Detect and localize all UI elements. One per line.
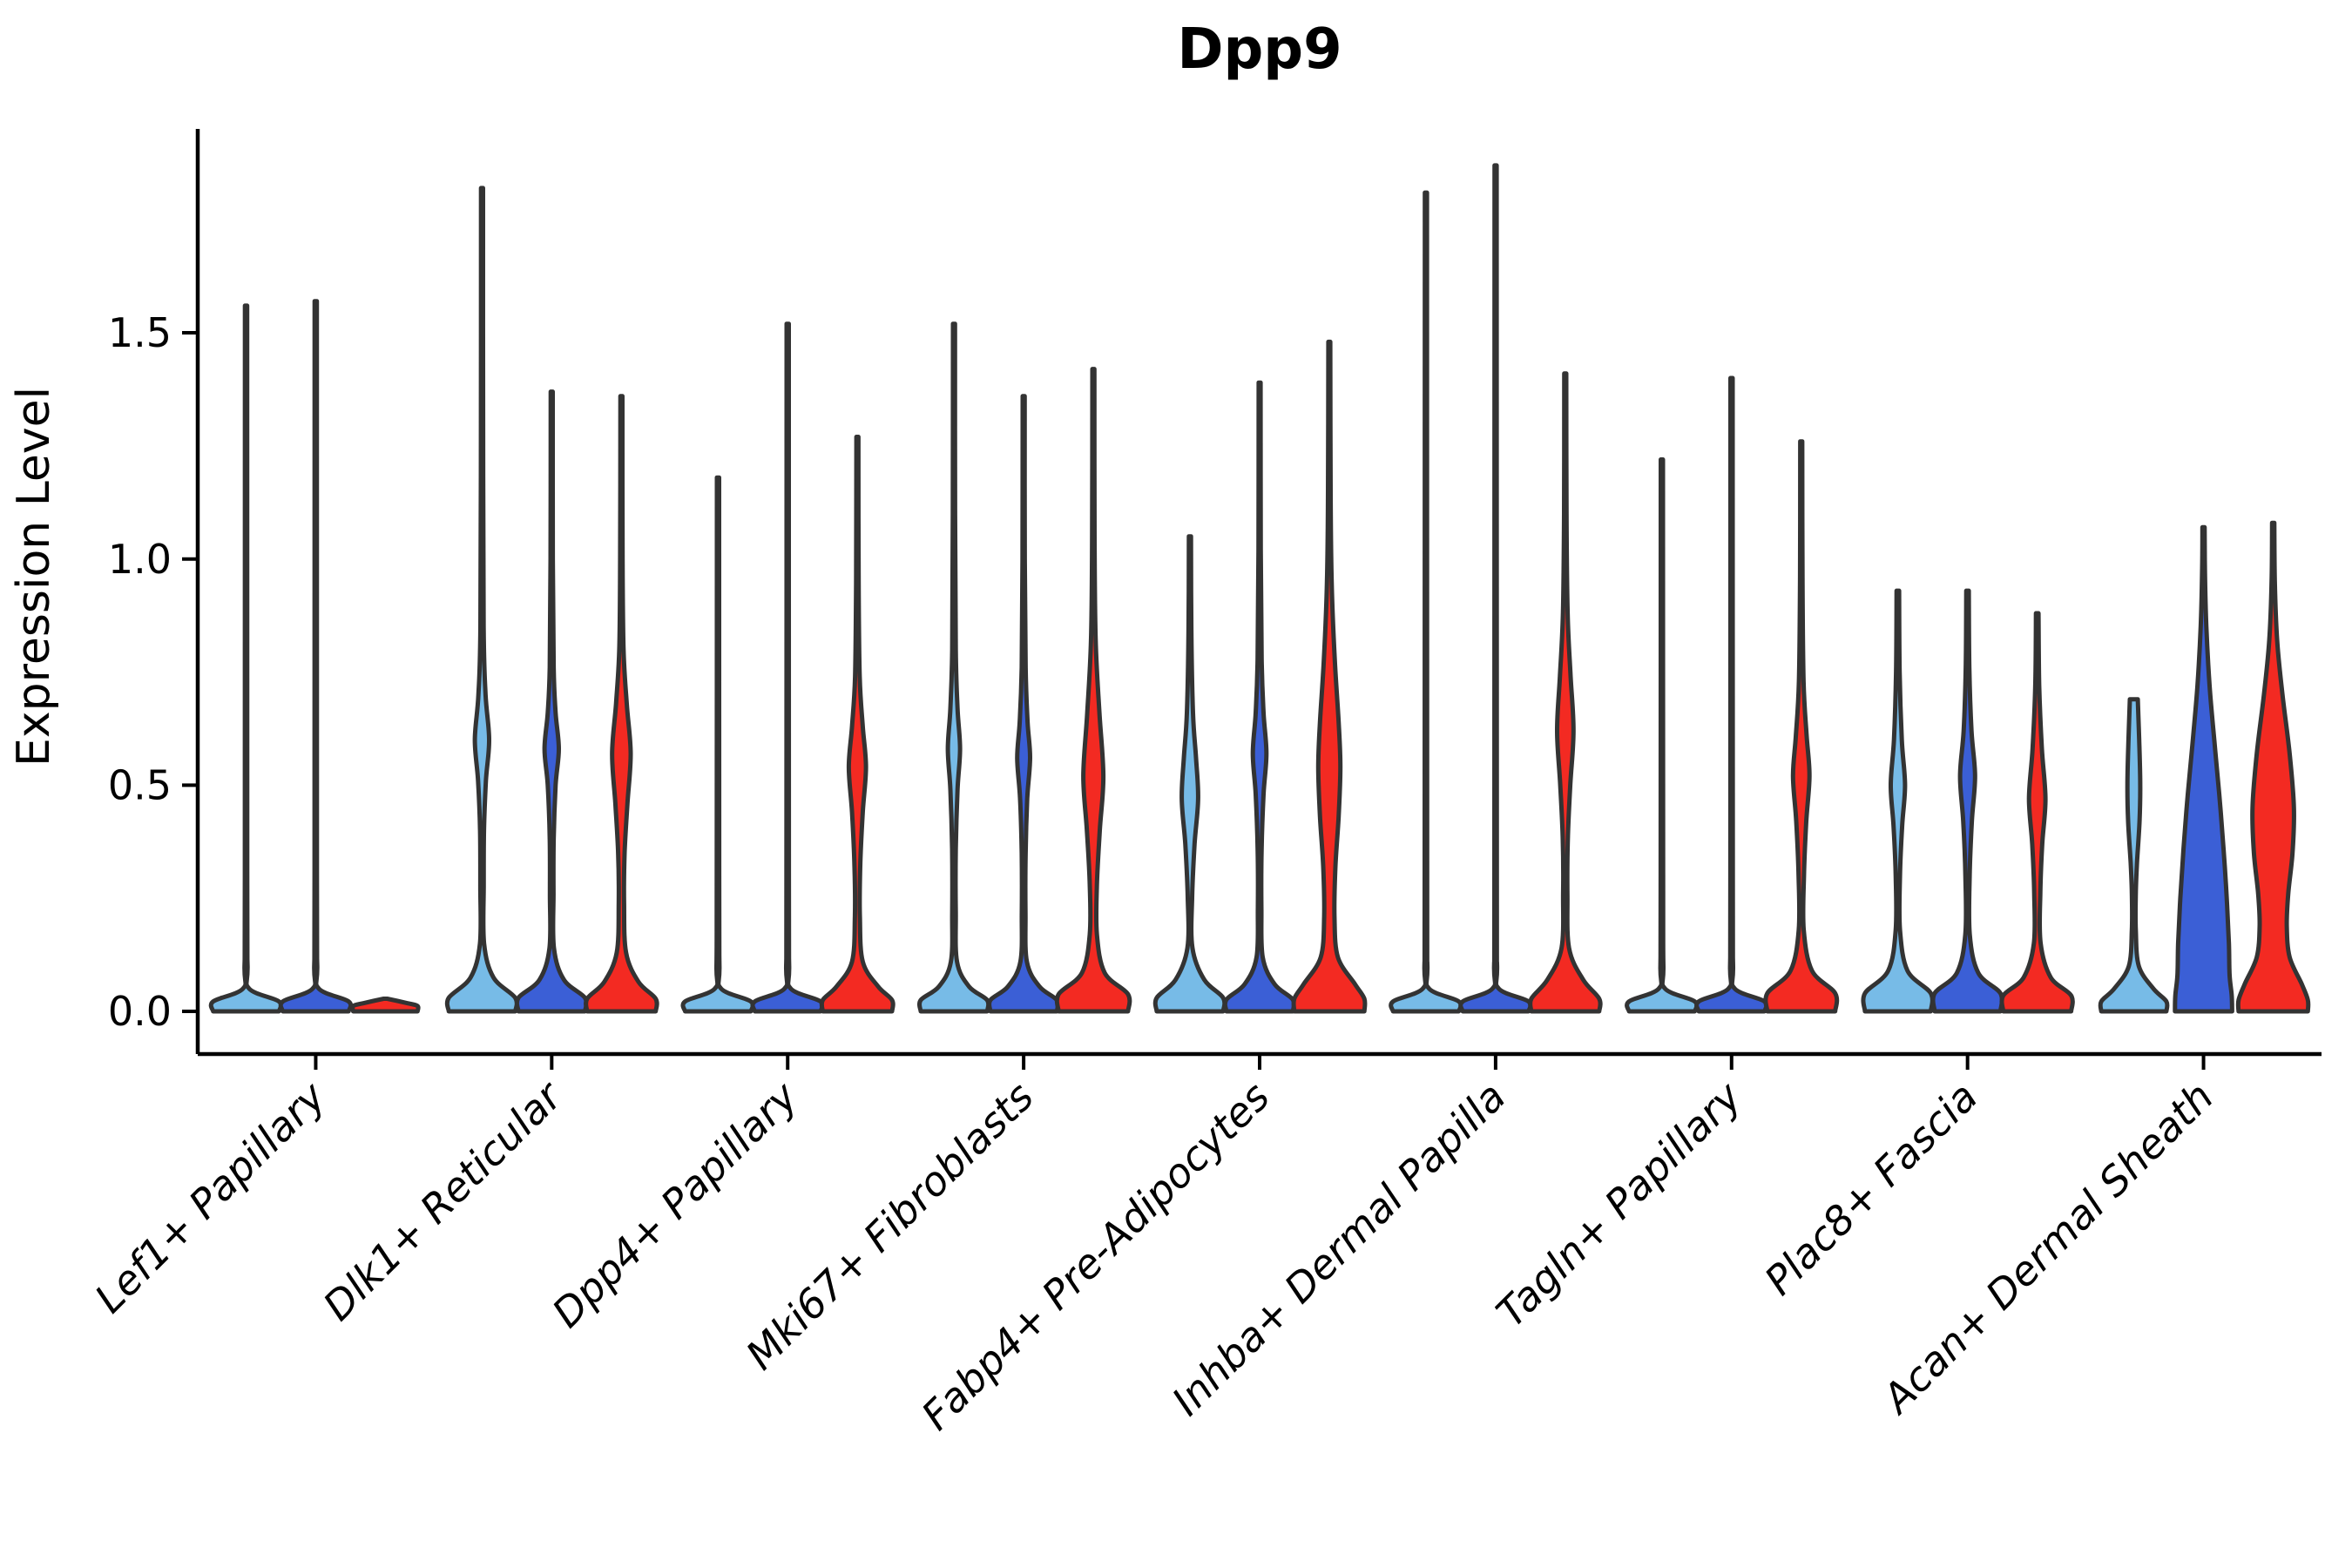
violin-7-blue xyxy=(1930,588,2004,1014)
y-tick-label: 1.0 xyxy=(108,536,172,583)
violin-2-blue xyxy=(750,321,825,1014)
violin-5-blue xyxy=(1458,163,1533,1014)
violin-4-blue xyxy=(1222,380,1297,1014)
violin-8-red xyxy=(2235,520,2311,1014)
x-tick-label: Tagln+ Papillary xyxy=(1487,1072,1751,1336)
violin-3-blue xyxy=(987,394,1061,1014)
violin-2-red xyxy=(819,435,896,1014)
violin-3-red xyxy=(1054,367,1132,1014)
y-axis-label: Expression Level xyxy=(8,387,60,767)
violin-4-lightblue xyxy=(1152,534,1227,1014)
violin-4-red xyxy=(1291,339,1368,1014)
violin-1-red xyxy=(584,394,659,1014)
x-tick: Lef1+ Papillary xyxy=(85,1054,335,1322)
violin-6-red xyxy=(1763,439,1840,1014)
violin-8-lightblue xyxy=(2098,697,2170,1014)
page-title: Dpp9 xyxy=(1177,17,1342,82)
x-tick-label: Plac8+ Fascia xyxy=(1755,1073,1986,1304)
violin-7-lightblue xyxy=(1861,588,1935,1014)
violin-1-lightblue xyxy=(444,186,519,1014)
violin-2-lightblue xyxy=(680,475,755,1014)
y-tick-label: 0.5 xyxy=(108,761,172,808)
y-tick: 0.5 xyxy=(108,761,198,808)
violin-8-blue xyxy=(2173,524,2234,1014)
violin-5-red xyxy=(1528,371,1603,1014)
violin-1-blue xyxy=(514,389,589,1014)
violin-6-blue xyxy=(1694,375,1769,1014)
y-tick-label: 1.5 xyxy=(108,309,172,356)
x-tick-label: Lef1+ Papillary xyxy=(85,1072,335,1321)
x-tick: Dlk1+ Reticular xyxy=(314,1054,572,1329)
y-tick: 0.0 xyxy=(108,988,198,1035)
y-tick: 1.0 xyxy=(108,536,198,583)
violin-3-lightblue xyxy=(916,321,991,1014)
y-tick-label: 0.0 xyxy=(108,988,172,1035)
x-tick-label: Dpp4+ Papillary xyxy=(543,1072,807,1336)
violin-5-lightblue xyxy=(1389,190,1463,1014)
violin-7-red xyxy=(1999,611,2075,1014)
y-tick: 1.5 xyxy=(108,309,198,356)
violin-0-lightblue xyxy=(208,303,284,1014)
violin-6-lightblue xyxy=(1625,457,1700,1014)
x-tick: Plac8+ Fascia xyxy=(1755,1054,1986,1304)
x-tick-label: Dlk1+ Reticular xyxy=(314,1071,572,1329)
violin-0-blue xyxy=(278,299,354,1014)
x-tick: Tagln+ Papillary xyxy=(1487,1054,1751,1336)
violins-layer xyxy=(208,163,2311,1014)
x-tick: Dpp4+ Papillary xyxy=(543,1054,808,1336)
violin-0-red xyxy=(350,997,421,1014)
